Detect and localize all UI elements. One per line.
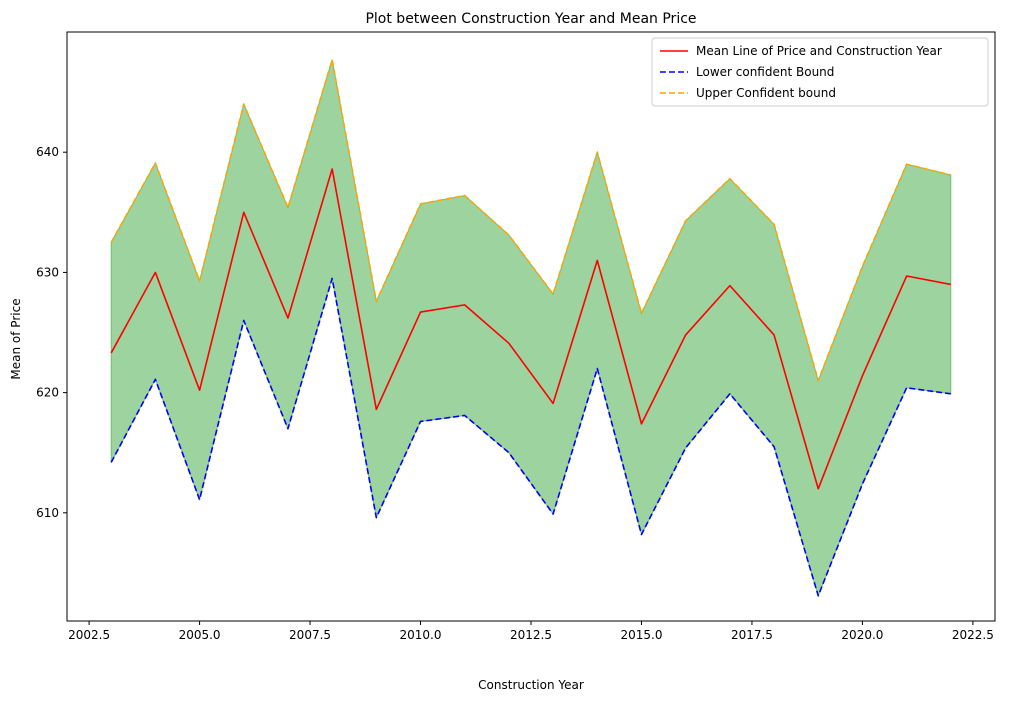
y-tick-label: 640 [36, 145, 59, 159]
plot-area [110, 58, 952, 598]
x-axis: 2002.5 2005.0 2007.5 2010.0 2012.5 2015.0 2017… [68, 621, 994, 642]
x-tick-label: 2015.0 [620, 628, 662, 642]
x-tick-label: 2020.0 [841, 628, 883, 642]
x-tick-label: 2005.0 [179, 628, 221, 642]
chart-title: Plot between Construction Year and Mean … [365, 11, 696, 27]
x-tick-label: 2012.5 [510, 628, 552, 642]
y-tick-label: 630 [36, 265, 59, 279]
y-axis: 610 620 630 640 [36, 145, 67, 520]
x-tick-label: 2007.5 [289, 628, 331, 642]
x-tick-label: 2022.5 [952, 628, 994, 642]
legend: Mean Line of Price and Construction Year… [651, 37, 989, 107]
upper-bound-line [110, 58, 951, 382]
lower-bound-line [110, 277, 951, 597]
y-tick-label: 610 [36, 506, 59, 520]
legend-box [651, 37, 989, 107]
x-tick-label: 2017.5 [731, 628, 773, 642]
legend-label: Lower confident Bound [696, 65, 834, 79]
x-axis-label: Construction Year [478, 678, 584, 692]
legend-label: Mean Line of Price and Construction Year [696, 44, 942, 58]
y-tick-label: 620 [36, 386, 59, 400]
mean-price-line [110, 168, 951, 490]
x-tick-label: 2002.5 [68, 628, 110, 642]
legend-label: Upper Confident bound [696, 86, 836, 100]
x-tick-label: 2010.0 [400, 628, 442, 642]
y-axis-label: Mean of Price [9, 298, 23, 379]
